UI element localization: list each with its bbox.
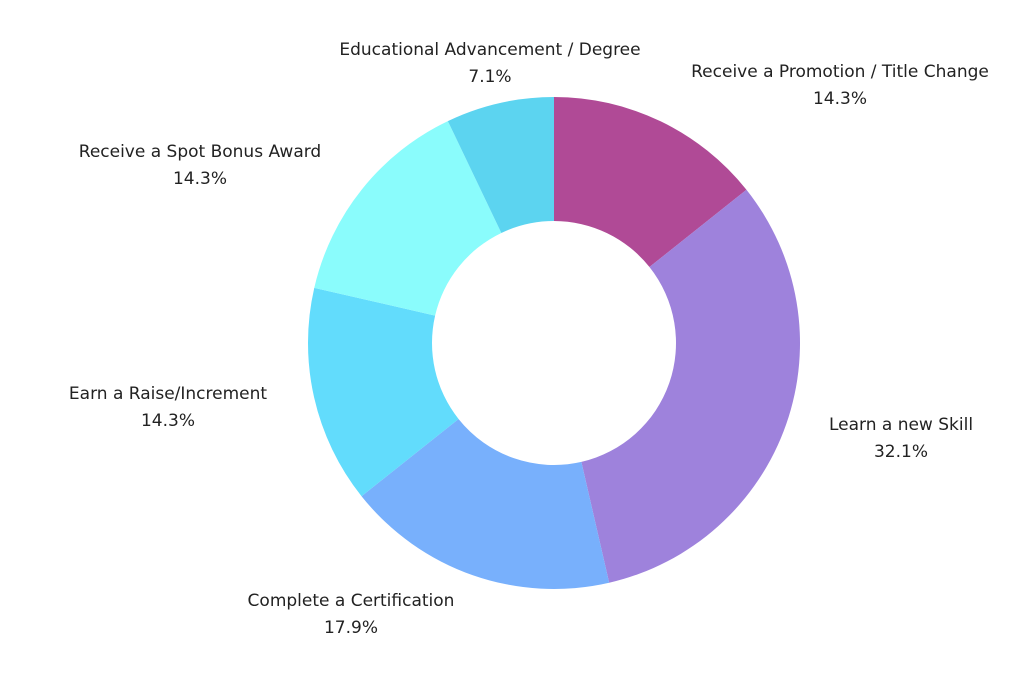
donut-slice xyxy=(554,97,747,268)
slice-value-label: 14.3% xyxy=(141,411,195,431)
slice-label: Educational Advancement / Degree xyxy=(339,40,640,60)
slice-value-label: 32.1% xyxy=(874,442,928,462)
slice-value-label: 17.9% xyxy=(324,618,378,638)
slice-label: Complete a Certification xyxy=(248,591,455,611)
slice-label: Learn a new Skill xyxy=(829,415,973,435)
slice-value-label: 14.3% xyxy=(173,169,227,189)
slice-value-label: 14.3% xyxy=(813,89,867,109)
slice-label: Earn a Raise/Increment xyxy=(69,384,267,404)
slice-value-label: 7.1% xyxy=(468,67,511,87)
donut-slice xyxy=(361,418,610,589)
donut-slice xyxy=(581,189,800,583)
donut-slice xyxy=(308,287,459,497)
donut-slice xyxy=(314,121,502,316)
donut-slice xyxy=(447,97,554,233)
slice-label: Receive a Promotion / Title Change xyxy=(691,62,989,82)
slice-label: Receive a Spot Bonus Award xyxy=(79,142,321,162)
